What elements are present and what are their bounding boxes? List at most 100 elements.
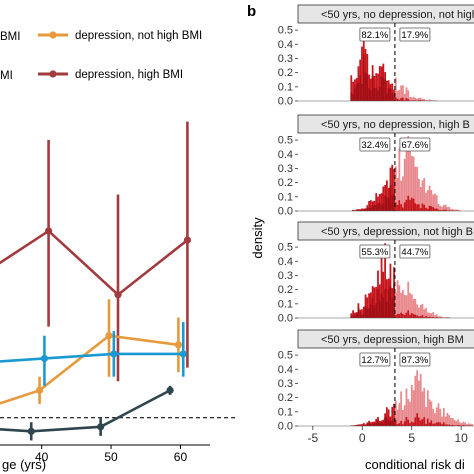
histogram-bar <box>375 418 378 426</box>
histogram-bar <box>407 136 410 211</box>
histogram-bar <box>441 206 443 211</box>
histogram-bar <box>400 292 403 318</box>
histogram-bar-dark <box>407 99 410 101</box>
histogram-bar <box>355 209 358 211</box>
histogram-bar-dark <box>421 203 424 211</box>
histogram-bar <box>419 97 422 101</box>
histogram-bar-dark <box>409 423 411 426</box>
y-tick-label: 0.4 <box>278 364 293 376</box>
histogram-bar-dark <box>441 424 443 426</box>
pct-left-box <box>359 244 391 259</box>
histogram-bar <box>394 166 397 211</box>
histogram-bar <box>352 81 354 101</box>
histogram-bar <box>432 194 435 211</box>
y-tick-label: 0.0 <box>278 96 293 108</box>
histogram-bar-dark <box>434 423 436 426</box>
histogram-bar <box>400 85 403 101</box>
histogram-bar-dark <box>400 204 403 211</box>
histogram-bar-dark <box>366 208 369 211</box>
histogram-bar-dark <box>380 204 383 211</box>
histogram-bar-dark <box>428 422 431 426</box>
histogram-bar-dark <box>457 424 459 426</box>
histogram-bar <box>403 158 406 211</box>
facet-3: <50 yrs, depression, not high B 0.0 0.1 0.2… <box>278 221 474 325</box>
histogram-bar <box>423 98 426 101</box>
histogram-bar <box>439 316 442 318</box>
histogram-bar-dark <box>439 422 442 426</box>
histogram-bar-dark <box>389 88 392 101</box>
histogram-bar <box>393 89 395 101</box>
histogram-bar-dark <box>423 317 426 318</box>
y-tick-label: 0.3 <box>278 53 293 65</box>
facet-2: <50 yrs, no depression, high B 0.0 0.1 0.2 0… <box>278 114 474 218</box>
histogram-bar <box>421 180 424 211</box>
histogram-bar-dark <box>435 208 438 211</box>
histogram-bar-dark <box>382 78 385 101</box>
histogram-bar <box>391 406 394 426</box>
histogram-bar-dark <box>382 203 385 211</box>
y-tick-label: 0.0 <box>278 313 293 325</box>
y-tick-label: 0.1 <box>278 406 293 418</box>
pct-left-box <box>359 137 391 152</box>
histogram-bar-dark <box>387 420 390 426</box>
histogram-bar-dark <box>371 297 374 318</box>
histogram-bar <box>369 200 372 211</box>
histogram-bar <box>418 97 420 101</box>
histogram-bar <box>386 407 388 426</box>
facet-strip-label: <50 yrs, no depression, high B <box>321 119 470 131</box>
facet-1: <50 yrs, no depression, not high 0.0 0.1 0.… <box>278 4 474 108</box>
series-depression-high-bmi-point <box>44 227 53 235</box>
histogram-bar-dark <box>426 208 429 211</box>
histogram-bar <box>377 73 379 101</box>
facet-strip-label: <50 yrs, no depression, not high <box>321 9 474 21</box>
histogram-bar-dark <box>369 423 372 426</box>
histogram-bar <box>428 312 431 318</box>
histogram-bar-dark <box>402 207 404 211</box>
histogram-bar-dark <box>361 83 363 101</box>
histogram-bar-dark <box>364 306 367 318</box>
histogram-bar-dark <box>419 316 422 318</box>
series-depression-not-high-bmi-point <box>105 332 113 340</box>
histogram-bar-dark <box>432 423 435 426</box>
histogram-bar-dark <box>444 209 447 211</box>
histogram-bar <box>423 177 426 211</box>
histogram-bar <box>432 408 435 426</box>
histogram-bar <box>355 424 358 426</box>
histogram-bar-dark <box>375 87 378 101</box>
histogram-bar <box>430 313 433 318</box>
histogram-bar <box>451 418 454 426</box>
histogram-bar <box>441 416 443 426</box>
panel-a-line-chart: depression, not high BMI depression, high… <box>0 30 236 472</box>
histogram-bar-dark <box>426 317 429 318</box>
histogram-bar-dark <box>350 315 353 318</box>
histogram-bar <box>396 280 399 318</box>
histogram-bar <box>425 307 427 318</box>
histogram-bar <box>412 96 415 101</box>
histogram-bar <box>405 87 408 101</box>
histogram-bar-dark <box>435 422 438 426</box>
histogram-bar-dark <box>398 200 401 211</box>
histogram-bar <box>375 286 378 318</box>
legend-depression-not-high-bmi-label: depression, not high BMI <box>75 30 202 42</box>
histogram-bar-dark <box>432 316 435 318</box>
histogram-bar-dark <box>389 285 392 318</box>
histogram-bar-dark <box>416 204 419 211</box>
histogram-bar-dark <box>451 424 454 426</box>
histogram-bar-dark <box>378 202 381 211</box>
histogram-bar-dark <box>361 314 363 318</box>
histogram-bar <box>446 412 449 426</box>
y-tick-label: 0.1 <box>278 191 293 203</box>
histogram-bar <box>400 391 403 426</box>
x-axis-label: conditional risk di <box>365 457 465 472</box>
histogram-bar-dark <box>389 421 392 426</box>
histogram-bar <box>423 387 426 426</box>
histogram-bar-dark <box>405 199 408 211</box>
x-tick-label: 10 <box>454 431 468 445</box>
histogram-bar-dark <box>371 424 374 426</box>
histogram-bar-dark <box>357 209 360 211</box>
histogram-bar <box>469 423 472 426</box>
histogram-bar-dark <box>419 420 422 426</box>
histogram-bar <box>412 390 415 426</box>
histogram-bar <box>455 421 458 426</box>
histogram-bar-dark <box>403 421 406 426</box>
